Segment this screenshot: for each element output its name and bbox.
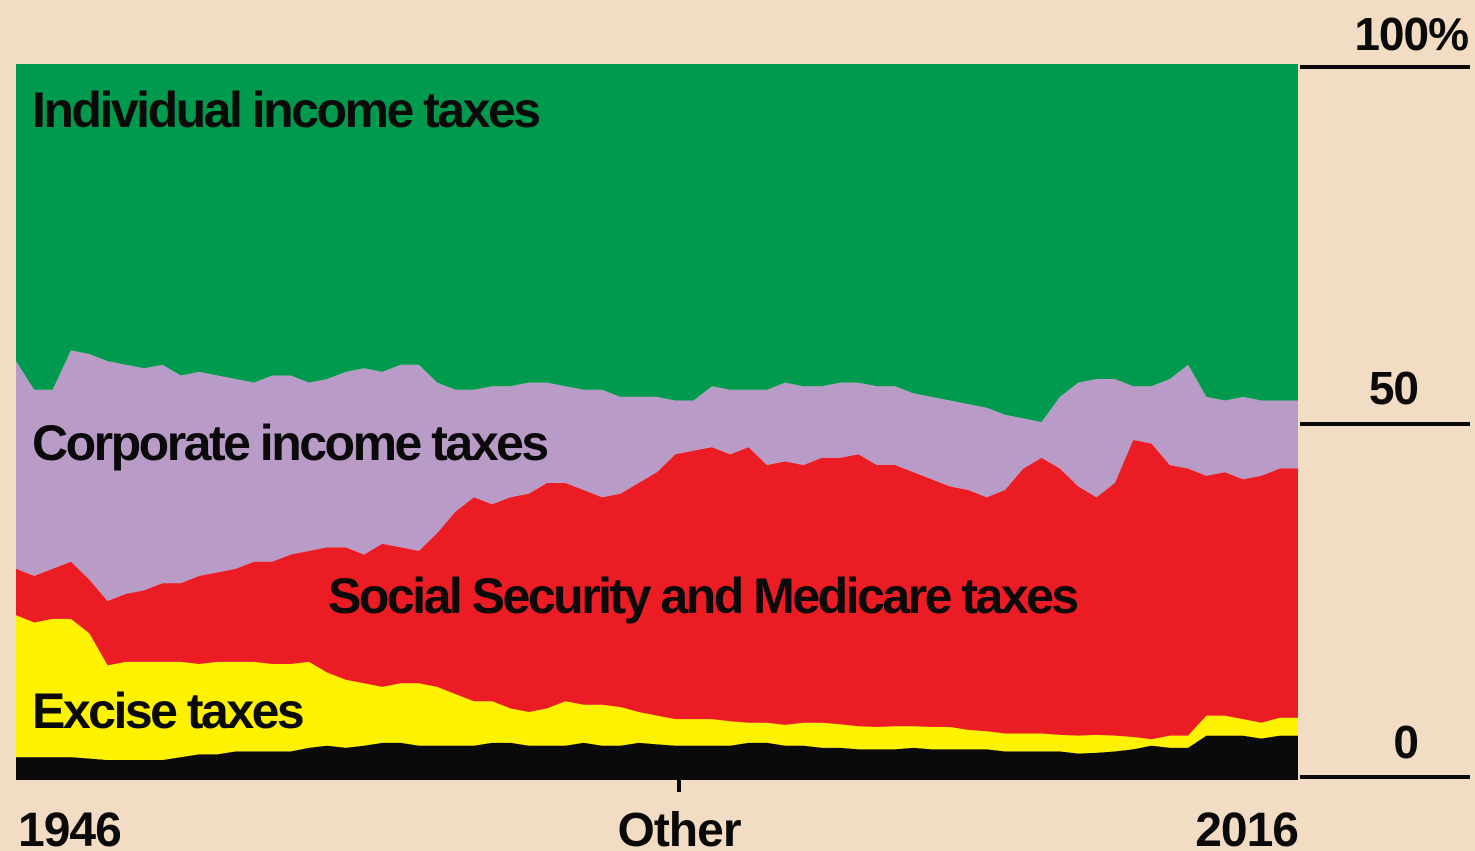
xtick-label-middle: Other: [617, 804, 740, 851]
areas-group: [16, 64, 1298, 780]
area-corporate: [16, 350, 1298, 601]
area-social-security-medicare: [16, 439, 1298, 740]
ytick-label-0: 0: [1393, 716, 1418, 768]
area-other: [16, 735, 1298, 780]
series-label-individual: Individual income taxes: [32, 82, 539, 138]
ytick-label-50: 50: [1369, 362, 1418, 414]
area-excise: [16, 615, 1298, 760]
series-label-corporate: Corporate income taxes: [32, 415, 547, 471]
series-label-excise: Excise taxes: [32, 683, 303, 739]
xtick-label-2016: 2016: [1195, 804, 1298, 851]
area-individual: [16, 64, 1298, 422]
series-label-social: Social Security and Medicare taxes: [328, 568, 1077, 624]
xtick-label-1946: 1946: [18, 804, 121, 851]
ytick-label-100: 100%: [1354, 8, 1468, 60]
